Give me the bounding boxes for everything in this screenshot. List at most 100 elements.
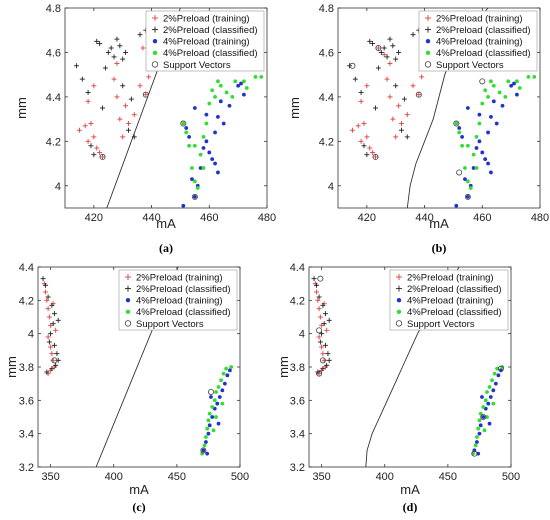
y-tick-label: 3.2: [290, 462, 305, 474]
data-point: [218, 83, 223, 88]
data-point: [108, 45, 114, 51]
data-point: [76, 127, 82, 133]
legend-box: [145, 10, 265, 72]
y-tick-label: 3.8: [19, 362, 34, 374]
x-tick-label: 450: [168, 471, 186, 483]
panel-caption: (b): [432, 241, 447, 255]
support-vector: [207, 388, 214, 395]
data-point: [206, 431, 211, 436]
data-point: [314, 282, 320, 288]
data-point: [478, 423, 483, 428]
data-point: [532, 74, 537, 79]
data-point: [480, 101, 485, 106]
data-point: [320, 302, 326, 308]
data-point: [88, 121, 94, 127]
data-point: [526, 74, 531, 79]
data-point: [481, 405, 486, 409]
y-tick-label: 4: [55, 181, 61, 193]
data-point: [48, 331, 54, 337]
data-layer: [40, 267, 234, 467]
data-point: [454, 203, 459, 208]
support-vector: [480, 413, 487, 420]
data-point: [364, 83, 370, 89]
data-point: [97, 149, 103, 155]
data-point: [326, 357, 332, 363]
data-point: [457, 130, 462, 135]
data-point: [236, 83, 241, 88]
data-point: [91, 152, 97, 158]
data-point: [315, 297, 321, 303]
data-point: [51, 342, 57, 348]
data-point: [207, 150, 212, 155]
data-point: [326, 317, 332, 323]
data-point: [375, 65, 381, 71]
data-point: [45, 306, 51, 312]
data-point: [114, 36, 120, 42]
legend-box: [118, 269, 238, 331]
y-axis-label: mm: [276, 356, 291, 378]
data-point: [457, 126, 462, 130]
legend-box: [389, 269, 509, 331]
data-point: [94, 38, 100, 44]
data-point: [492, 371, 497, 376]
data-point: [229, 365, 234, 369]
data-point: [319, 322, 325, 328]
x-tick-label: 400: [105, 471, 123, 483]
y-tick-label: 4.4: [46, 92, 61, 104]
data-point: [364, 134, 370, 140]
data-point: [44, 297, 50, 303]
data-point: [367, 38, 373, 44]
y-tick-label: 3.2: [19, 462, 34, 474]
data-point: [46, 314, 52, 320]
data-point: [218, 99, 223, 104]
data-point: [214, 390, 218, 394]
legend-marker: [425, 39, 431, 44]
data-point: [207, 423, 212, 428]
data-point: [85, 89, 91, 95]
data-point: [195, 186, 200, 190]
data-point: [43, 289, 49, 295]
legend: 2%Preload (training)2%Preload (classifie…: [118, 269, 238, 331]
data-point: [50, 321, 56, 327]
legend-label: 2%Preload (classified): [136, 284, 231, 295]
data-point: [324, 327, 330, 333]
data-point: [315, 369, 321, 375]
data-point: [373, 105, 379, 111]
data-point: [465, 106, 470, 110]
data-point: [475, 435, 479, 439]
data-point: [460, 143, 464, 148]
legend-label: Support Vectors: [436, 60, 504, 71]
data-point: [85, 138, 91, 144]
data-point: [210, 415, 215, 419]
data-point: [404, 112, 410, 118]
legend-marker: [152, 26, 158, 33]
data-point: [491, 401, 496, 406]
support-vector: [142, 91, 149, 98]
data-point: [137, 32, 143, 38]
data-point: [486, 161, 490, 166]
data-point: [319, 331, 325, 337]
data-point: [125, 121, 131, 127]
data-point: [204, 112, 209, 117]
data-point: [512, 81, 516, 86]
data-point: [477, 112, 482, 117]
data-point: [215, 401, 220, 406]
y-axis-label: mm: [4, 356, 19, 378]
data-point: [79, 76, 85, 82]
data-point: [496, 373, 501, 378]
legend-label: 4%Preload (training): [136, 296, 223, 307]
data-point: [55, 317, 61, 323]
data-point: [401, 96, 407, 102]
y-tick-label: 4.8: [319, 3, 334, 15]
x-tick-label: 350: [41, 471, 59, 483]
support-vector: [471, 450, 478, 457]
data-point: [410, 32, 416, 38]
data-point: [120, 56, 126, 62]
data-point: [190, 166, 194, 170]
support-vector: [51, 357, 58, 364]
data-point: [460, 134, 464, 139]
legend-label: Support Vectors: [407, 319, 475, 330]
x-tick-label: 350: [312, 471, 330, 483]
chart-panel-2: 420 440 460 480 4 4.2 4.4 4.6 4.8 mA mm (b) 2%Preloa…: [287, 3, 549, 255]
